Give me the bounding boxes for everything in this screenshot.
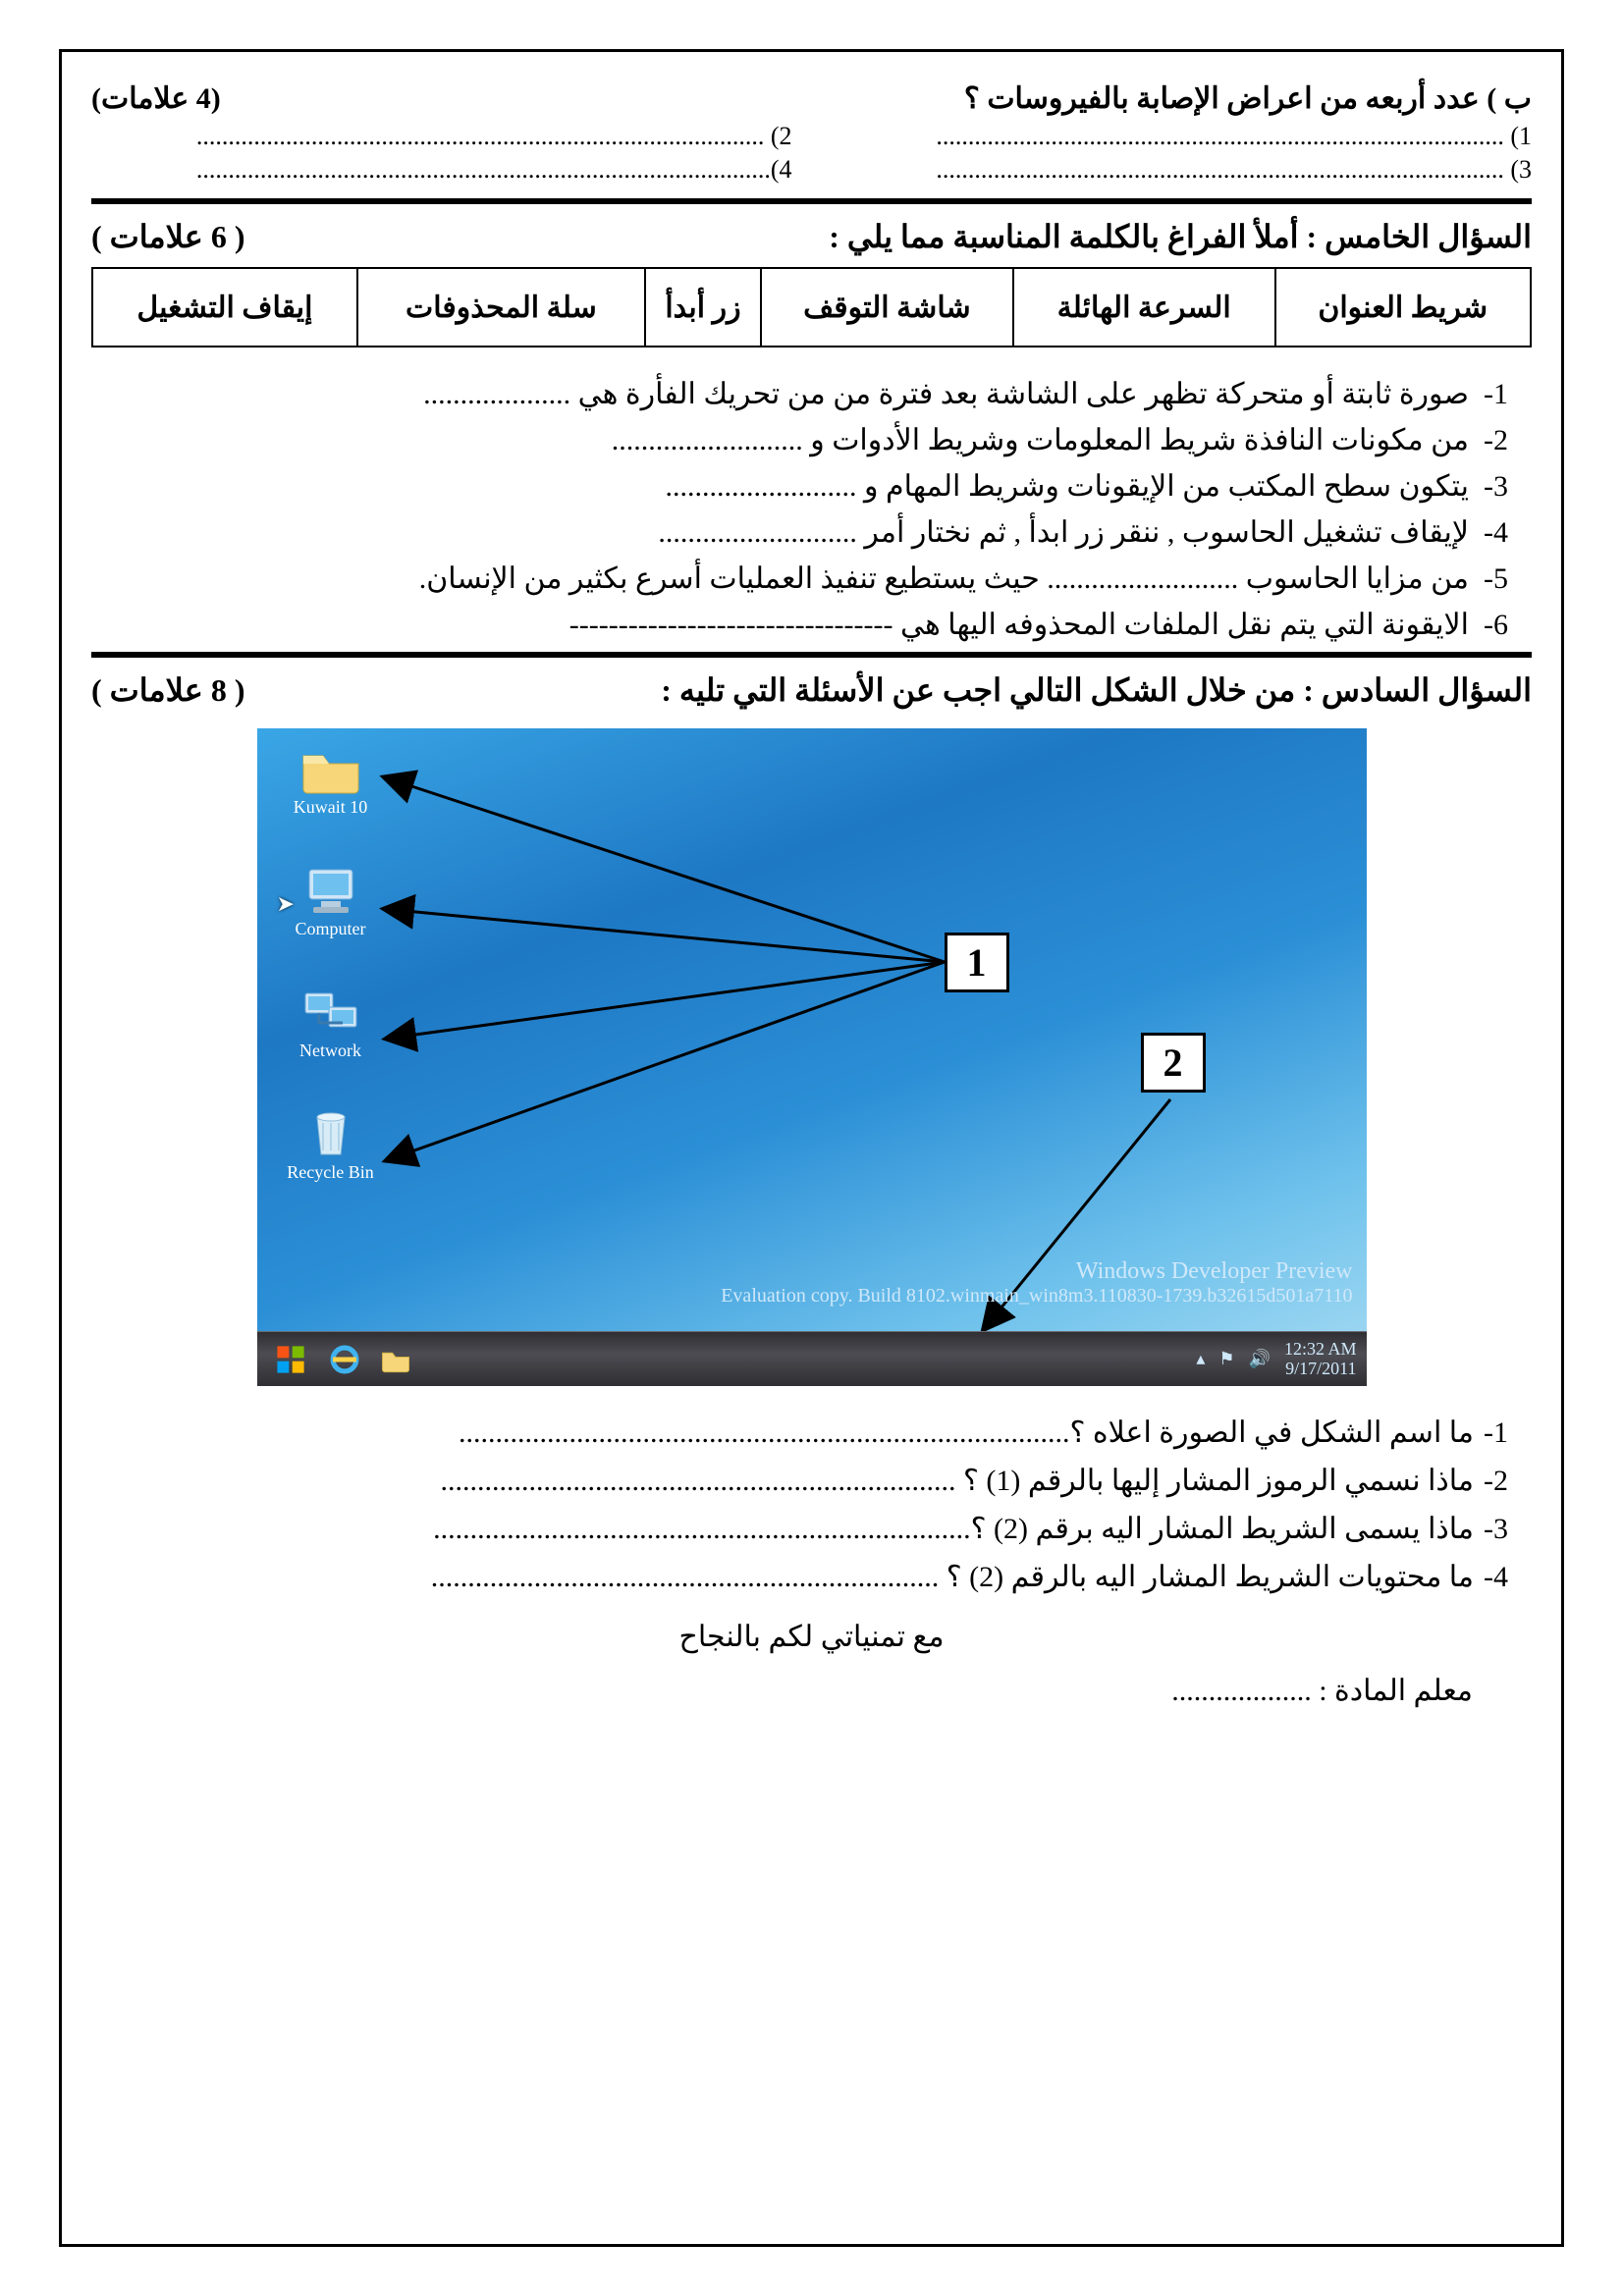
tray-chevron-icon[interactable]: ▴ [1196, 1349, 1205, 1369]
list-item: 5-من مزايا الحاسوب .....................… [91, 561, 1532, 596]
section-divider [91, 652, 1532, 658]
question-b-header: ب ) عدد أربعه من اعراض الإصابة بالفيروسا… [91, 81, 1532, 116]
desktop-icon-network[interactable]: Network [287, 986, 375, 1061]
computer-icon [299, 864, 362, 917]
watermark-sub: Evaluation copy. Build 8102.winmain_win8… [721, 1285, 1352, 1308]
desktop-icon-computer[interactable]: Computer [287, 864, 375, 939]
list-item: 3-ماذا يسمى الشريط المشار اليه برقم (2) … [91, 1512, 1532, 1546]
question-b-answers: 1) .....................................… [91, 122, 1532, 185]
label-box-1: 1 [945, 933, 1009, 992]
windows-logo-icon [274, 1343, 307, 1376]
list-item: 1-صورة ثابتة أو متحركة تظهر على الشاشة ب… [91, 377, 1532, 411]
word-cell: زر أبدأ [645, 268, 761, 347]
start-button[interactable] [265, 1338, 316, 1381]
q6-answer-list: 1-ما اسم الشكل في الصورة اعلاه ؟........… [91, 1415, 1532, 1594]
list-item: 2-من مكونات النافذة شريط المعلومات وشريط… [91, 423, 1532, 457]
clock[interactable]: 12:32 AM 9/17/2011 [1284, 1340, 1357, 1379]
explorer-button[interactable] [373, 1338, 418, 1381]
list-item: 4-ما محتويات الشريط المشار اليه بالرقم (… [91, 1560, 1532, 1594]
clock-date: 9/17/2011 [1284, 1360, 1357, 1379]
word-cell: شاشة التوقف [761, 268, 1013, 347]
answer-line-2: 2) .....................................… [91, 122, 792, 151]
taskbar[interactable]: ▴ ⚑ 🔊 12:32 AM 9/17/2011 [257, 1331, 1367, 1386]
system-tray[interactable]: ▴ ⚑ 🔊 12:32 AM 9/17/2011 [1196, 1340, 1366, 1379]
clock-time: 12:32 AM [1284, 1340, 1357, 1360]
q5-title: السؤال الخامس : أملأ الفراغ بالكلمة المن… [829, 218, 1532, 255]
answer-line-3: 3) .....................................… [832, 155, 1533, 185]
q6-header: السؤال السادس : من خلال الشكل التالي اجب… [91, 671, 1532, 709]
word-cell: سلة المحذوفات [357, 268, 645, 347]
watermark: Windows Developer Preview Evaluation cop… [721, 1258, 1352, 1308]
list-item: 3-يتكون سطح المكتب من الإيقونات وشريط ال… [91, 469, 1532, 504]
question-b-marks: (4 علامات) [91, 81, 221, 116]
section-divider [91, 198, 1532, 204]
q6-marks: ( 8 علامات ) [91, 671, 245, 709]
explorer-icon [379, 1343, 412, 1376]
icon-label: Computer [287, 919, 375, 939]
icon-label: Kuwait 10 [287, 797, 375, 818]
list-item: 2-ماذا نسمي الرموز المشار إليها بالرقم (… [91, 1464, 1532, 1498]
q5-fill-list: 1-صورة ثابتة أو متحركة تظهر على الشاشة ب… [91, 377, 1532, 642]
network-icon [299, 986, 362, 1039]
closing-wish: مع تمنياتي لكم بالنجاح [91, 1620, 1532, 1654]
question-b-prompt: ب ) عدد أربعه من اعراض الإصابة بالفيروسا… [964, 81, 1532, 116]
list-item: 6-الايقونة التي يتم نقل الملفات المحذوفه… [91, 608, 1532, 642]
word-cell: إيقاف التشغيل [92, 268, 357, 347]
q5-marks: ( 6 علامات ) [91, 218, 245, 255]
teacher-signature: معلم المادة : ................... [91, 1674, 1532, 1708]
desktop-screenshot: ➤ Kuwait 10 Computer Network [257, 728, 1367, 1386]
icon-label: Recycle Bin [287, 1162, 375, 1183]
list-item: 1-ما اسم الشكل في الصورة اعلاه ؟........… [91, 1415, 1532, 1450]
q5-header: السؤال الخامس : أملأ الفراغ بالكلمة المن… [91, 218, 1532, 255]
ie-icon [328, 1343, 361, 1376]
q6-title: السؤال السادس : من خلال الشكل التالي اجب… [661, 671, 1532, 709]
watermark-title: Windows Developer Preview [721, 1258, 1352, 1285]
desktop-icon-folder[interactable]: Kuwait 10 [287, 742, 375, 818]
word-bank-table: شريط العنوان السرعة الهائلة شاشة التوقف … [91, 267, 1532, 347]
tray-flag-icon[interactable]: ⚑ [1218, 1349, 1234, 1369]
answer-line-1: 1) .....................................… [832, 122, 1533, 151]
ie-button[interactable] [322, 1338, 367, 1381]
answer-line-4: 4)......................................… [91, 155, 792, 185]
folder-icon [299, 742, 362, 795]
word-cell: شريط العنوان [1275, 268, 1531, 347]
label-box-2: 2 [1141, 1033, 1206, 1093]
word-cell: السرعة الهائلة [1013, 268, 1275, 347]
desktop-icon-recycle-bin[interactable]: Recycle Bin [287, 1107, 375, 1183]
tray-volume-icon[interactable]: 🔊 [1249, 1349, 1271, 1369]
list-item: 4-لإيقاف تشغيل الحاسوب , ننقر زر ابدأ , … [91, 515, 1532, 550]
recycle-bin-icon [299, 1107, 362, 1160]
icon-label: Network [287, 1041, 375, 1061]
